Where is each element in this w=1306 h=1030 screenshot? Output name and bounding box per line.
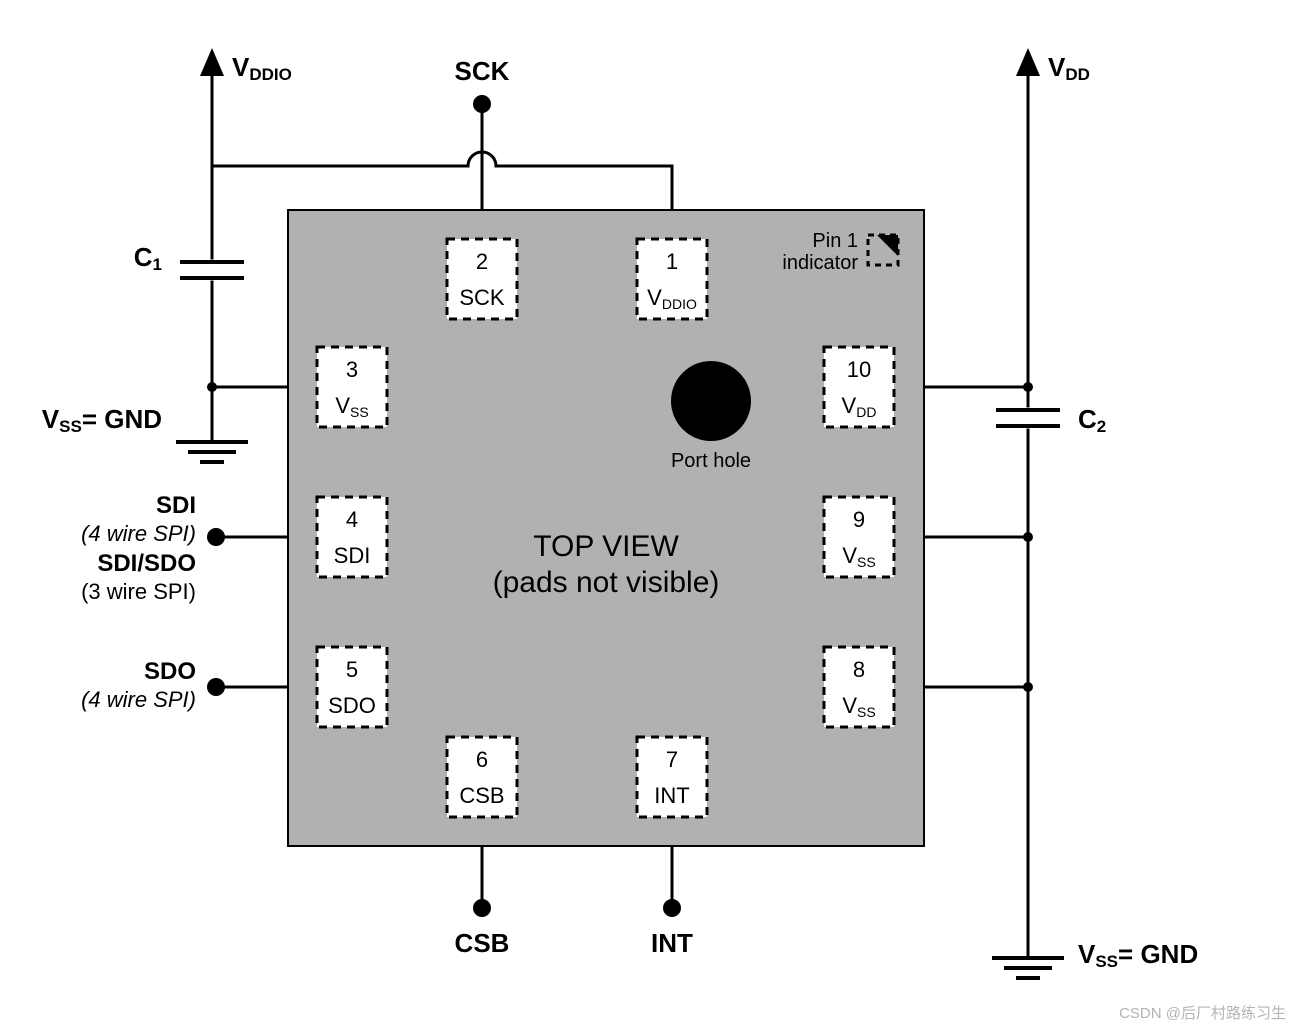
- pad-6: 6 CSB: [447, 737, 517, 817]
- svg-text:(4 wire SPI): (4 wire SPI): [81, 521, 196, 546]
- svg-text:4: 4: [346, 507, 358, 532]
- pad-9: 9VSS: [824, 497, 894, 577]
- pad-7: 7 INT: [637, 737, 707, 817]
- svg-text:SDI: SDI: [156, 492, 196, 519]
- svg-text:7: 7: [666, 747, 678, 772]
- svg-text:SDO: SDO: [328, 693, 376, 718]
- svg-text:CSB: CSB: [459, 783, 504, 808]
- svg-text:3: 3: [346, 357, 358, 382]
- pad-2: 2 SCK: [447, 239, 517, 319]
- svg-text:indicator: indicator: [782, 252, 858, 274]
- svg-text:(pads not visible): (pads not visible): [493, 566, 720, 599]
- svg-text:SDI: SDI: [334, 543, 371, 568]
- svg-text:TOP VIEW: TOP VIEW: [533, 530, 679, 563]
- svg-text:CSB: CSB: [455, 928, 510, 958]
- svg-text:8: 8: [853, 657, 865, 682]
- svg-text:SDO: SDO: [144, 658, 196, 685]
- pad-4: 4 SDI: [317, 497, 387, 577]
- pad-10: 10VDD: [824, 347, 894, 427]
- svg-text:SCK: SCK: [459, 285, 505, 310]
- svg-text:1: 1: [666, 249, 678, 274]
- svg-text:Pin 1: Pin 1: [812, 230, 858, 252]
- svg-text:Port hole: Port hole: [671, 450, 751, 472]
- svg-text:6: 6: [476, 747, 488, 772]
- svg-text:SDI/SDO: SDI/SDO: [97, 550, 196, 577]
- svg-text:INT: INT: [651, 928, 693, 958]
- svg-text:SCK: SCK: [455, 56, 510, 86]
- pinout-diagram: Pin 1indicator Port hole TOP VIEW(pads not…: [0, 0, 1306, 1030]
- pad-1: 1VDDIO: [637, 239, 707, 319]
- svg-text:10: 10: [847, 357, 871, 382]
- watermark: CSDN @后厂村路练习生: [1119, 1005, 1286, 1022]
- svg-text:INT: INT: [654, 783, 689, 808]
- pad-5: 5 SDO: [317, 647, 387, 727]
- pad-8: 8VSS: [824, 647, 894, 727]
- svg-text:(4 wire SPI): (4 wire SPI): [81, 687, 196, 712]
- pad-3: 3VSS: [317, 347, 387, 427]
- svg-text:5: 5: [346, 657, 358, 682]
- port-hole-icon: [671, 361, 751, 441]
- svg-text:9: 9: [853, 507, 865, 532]
- svg-text:(3 wire SPI): (3 wire SPI): [81, 579, 196, 604]
- svg-text:2: 2: [476, 249, 488, 274]
